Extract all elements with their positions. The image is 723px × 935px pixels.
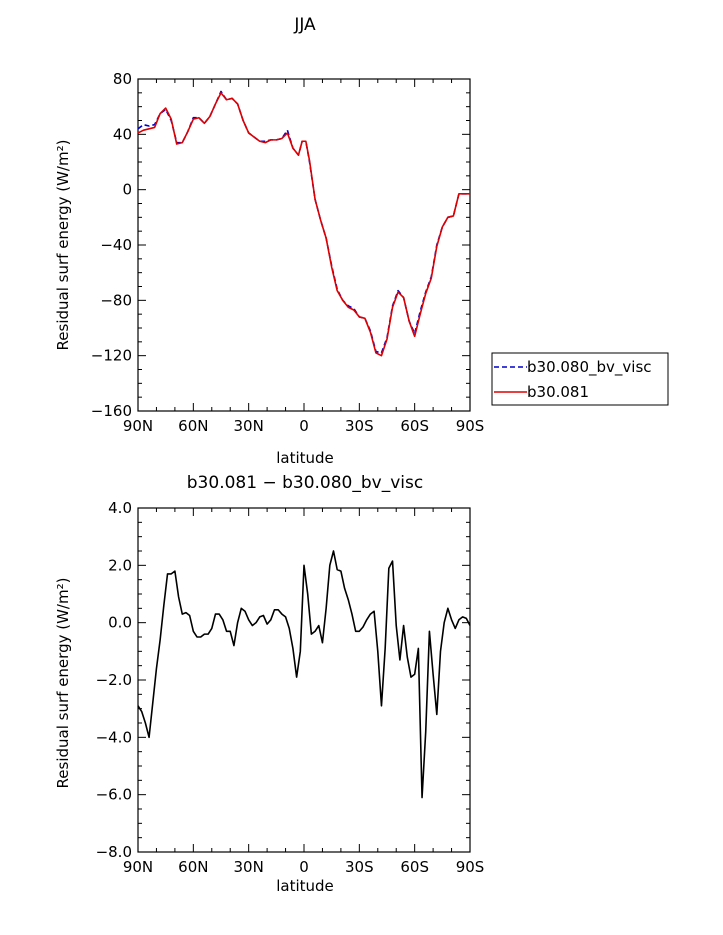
top-y-tick-label: −80 [100,291,132,309]
bottom-series-line-0 [137,550,471,799]
top-y-tick-label: −40 [100,236,132,254]
bottom-chart-title: b30.081 − b30.080_bv_visc [187,473,423,493]
bottom-panel: b30.081 − b30.080_bv_visc 90N 60N 30N 0 30S 6… [54,473,484,895]
bottom-x-tick-label: 30S [345,858,374,876]
bottom-x-axis-label: latitude [276,877,334,895]
bottom-y-tick-label: −2.0 [96,671,132,689]
bottom-y-tick-label: −8.0 [96,843,132,861]
bottom-x-tick-label: 60N [178,858,208,876]
legend-label-b30-081: b30.081 [527,383,589,401]
top-axis-ticks: 90N 60N 30N 0 30S 60S 90S 80 40 0 −40 −80 −120 −160 [91,70,485,435]
bottom-x-tick-label: 0 [299,858,309,876]
legend-box [491,352,669,406]
top-series-group [137,90,470,357]
top-series-line-1 [137,92,470,357]
bottom-plot-area [137,507,471,853]
bottom-series-group [137,550,471,799]
bottom-x-tick-label: 90S [456,858,485,876]
top-panel: JJA 90N 60N 30N 0 30S 60S 90S 80 40 0 −40 −80 −120 −1… [54,15,484,467]
bottom-y-axis-label: Residual surf energy (W/m²) [54,578,72,789]
top-x-tick-label: 30S [345,417,374,435]
top-y-tick-label: −160 [91,402,132,420]
bottom-y-tick-label: 2.0 [108,556,132,574]
top-y-tick-label: −120 [91,347,132,365]
bottom-y-tick-label: 0.0 [108,614,132,632]
top-x-tick-label: 90S [456,417,485,435]
bottom-x-tick-label: 30N [234,858,264,876]
top-y-tick-label: 40 [113,125,132,143]
top-x-axis-label: latitude [276,449,334,467]
top-x-tick-label: 0 [299,417,309,435]
bottom-x-tick-label: 60S [400,858,429,876]
bottom-y-tick-label: −4.0 [96,728,132,746]
top-y-tick-label: 80 [113,70,132,88]
top-x-tick-label: 30N [234,417,264,435]
legend-label-b30-080: b30.080_bv_visc [527,358,652,377]
bottom-y-tick-label: 4.0 [108,499,132,517]
top-x-tick-label: 60N [178,417,208,435]
bottom-axis-ticks: 90N 60N 30N 0 30S 60S 90S 4.0 2.0 0.0 −2.0 −4.0 −6.0… [96,499,485,876]
top-plot-frame [137,78,471,412]
top-y-tick-label: 0 [122,181,132,199]
top-chart-title: JJA [293,15,316,35]
top-plot-area [137,78,471,412]
bottom-y-tick-label: −6.0 [96,786,132,804]
top-y-axis-label: Residual surf energy (W/m²) [54,140,72,351]
bottom-plot-frame [137,507,471,853]
top-x-tick-label: 90N [123,417,153,435]
bottom-x-tick-label: 90N [123,858,153,876]
top-x-tick-label: 60S [400,417,429,435]
legend: b30.080_bv_visc b30.081 [491,352,669,406]
